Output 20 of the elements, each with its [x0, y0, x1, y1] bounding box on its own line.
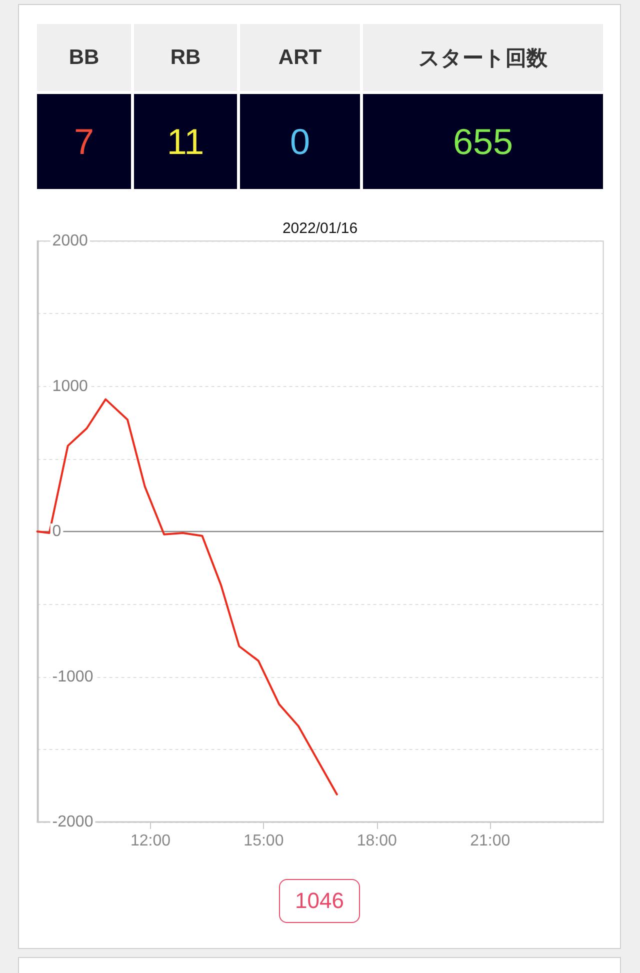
- category-label: スタート回数: [363, 24, 603, 91]
- x-tick-label: 15:00: [244, 832, 284, 850]
- category-label: RB: [134, 24, 237, 91]
- data-label: 0: [240, 94, 360, 189]
- category-label: BB: [37, 24, 131, 91]
- category-label: ART: [240, 24, 360, 91]
- y-tick-label: 2000: [52, 232, 88, 250]
- number-button: 1046: [279, 879, 360, 923]
- y-tick-label: 0: [52, 523, 62, 540]
- data-label: 7: [37, 94, 131, 189]
- x-tick-label: 18:00: [356, 832, 398, 850]
- chart-title: 2022/01/16: [282, 220, 358, 237]
- x-tick-label: 12:00: [130, 832, 171, 850]
- y-tick-label: -1000: [52, 668, 94, 686]
- line-series: [36, 398, 338, 796]
- x-tick-label: 21:00: [470, 832, 510, 850]
- y-tick-label: 1000: [52, 378, 88, 395]
- y-tick-label: -2000: [52, 814, 94, 830]
- data-label: 655: [363, 94, 603, 189]
- data-label: 11: [134, 94, 237, 189]
